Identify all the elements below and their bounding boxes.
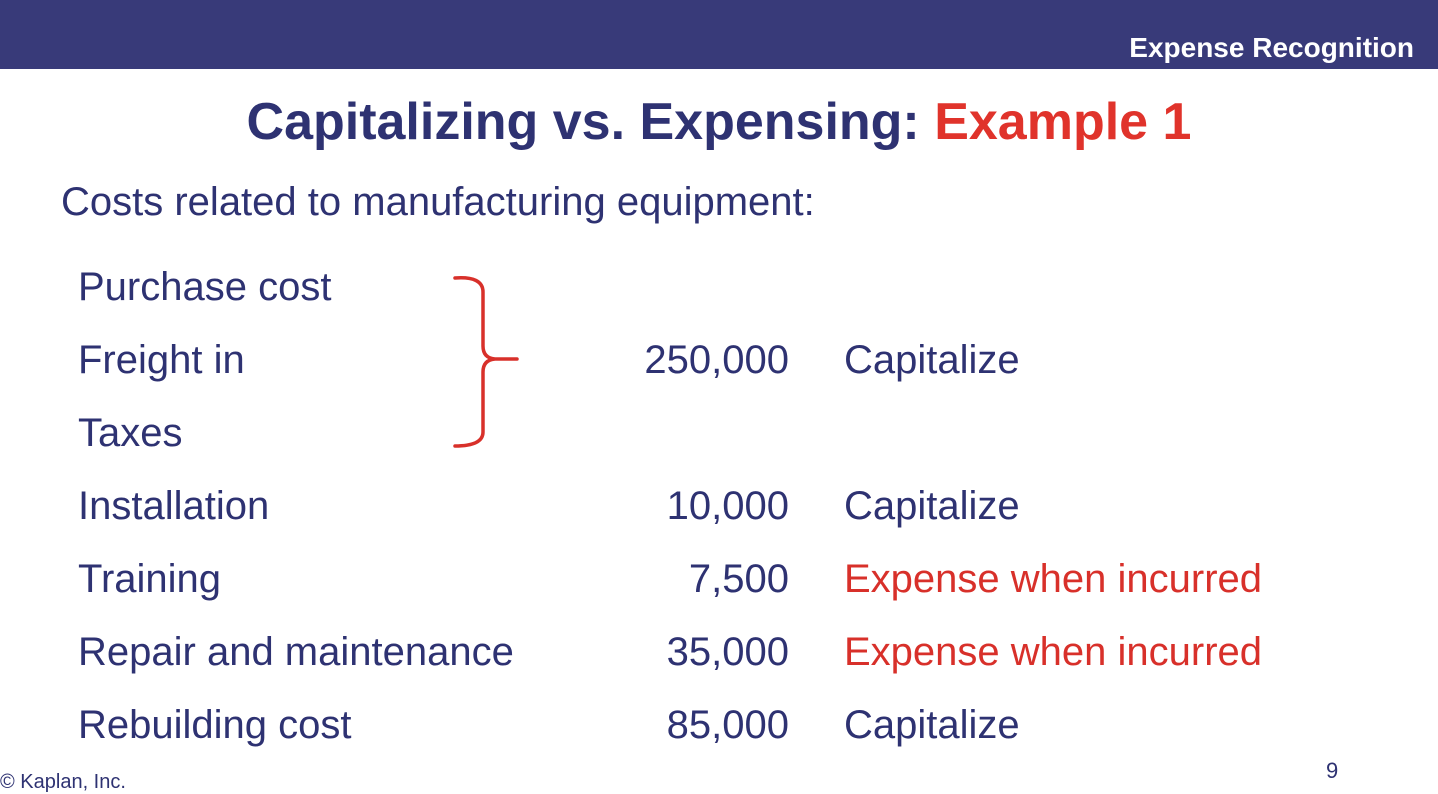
slide-subtitle: Costs related to manufacturing equipment… xyxy=(61,180,815,224)
cost-treatment: Capitalize xyxy=(844,703,1020,747)
cost-amount: 250,000 xyxy=(644,338,789,382)
cost-row-taxes: Taxes xyxy=(0,408,1438,458)
section-label: Expense Recognition xyxy=(1129,32,1414,63)
cost-amount: 85,000 xyxy=(666,703,789,747)
cost-label: Purchase cost xyxy=(78,265,332,309)
header-bar: Expense Recognition xyxy=(0,0,1438,69)
cost-treatment: Capitalize xyxy=(844,338,1020,382)
cost-label: Taxes xyxy=(78,411,183,455)
slide-title: Capitalizing vs. Expensing: Example 1 xyxy=(0,90,1438,154)
cost-label: Repair and maintenance xyxy=(78,630,514,674)
cost-label: Installation xyxy=(78,484,270,528)
page-number: 9 xyxy=(1326,758,1339,783)
cost-row-purchase-cost: Purchase cost xyxy=(0,262,1438,312)
cost-label: Freight in xyxy=(78,338,245,382)
grouping-brace xyxy=(453,276,519,448)
cost-row-repair-and-maintenance: Repair and maintenance 35,000 Expense wh… xyxy=(0,627,1438,677)
cost-treatment: Capitalize xyxy=(844,484,1020,528)
cost-treatment: Expense when incurred xyxy=(844,557,1263,601)
footer-copyright: © Kaplan, Inc. xyxy=(0,771,126,793)
cost-amount: 7,500 xyxy=(688,557,789,601)
slide-title-main: Capitalizing vs. Expensing: xyxy=(246,93,935,151)
cost-row-training: Training 7,500 Expense when incurred xyxy=(0,554,1438,604)
cost-label: Training xyxy=(78,557,222,601)
slide-title-highlight: Example 1 xyxy=(934,93,1192,151)
cost-treatment: Expense when incurred xyxy=(844,630,1263,674)
cost-row-rebuilding-cost: Rebuilding cost 85,000 Capitalize xyxy=(0,700,1438,750)
cost-label: Rebuilding cost xyxy=(78,703,352,747)
cost-amount: 10,000 xyxy=(666,484,789,528)
cost-row-freight-in: Freight in 250,000 Capitalize xyxy=(0,335,1438,385)
cost-row-installation: Installation 10,000 Capitalize xyxy=(0,481,1438,531)
cost-amount: 35,000 xyxy=(666,630,789,674)
